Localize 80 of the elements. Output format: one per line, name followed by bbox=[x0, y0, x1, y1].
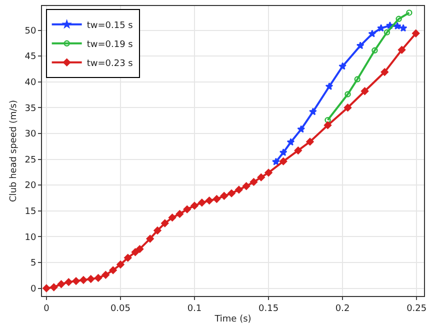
point bbox=[272, 158, 280, 166]
x-tick-label: 0 bbox=[44, 304, 50, 314]
point bbox=[198, 198, 206, 206]
point bbox=[102, 270, 110, 279]
point bbox=[176, 210, 184, 218]
y-tick-label: 25 bbox=[24, 155, 36, 166]
x-axis-title: Time (s) bbox=[214, 314, 252, 325]
y-tick-label: 15 bbox=[24, 207, 36, 218]
x-tick-label: 0.2 bbox=[335, 304, 350, 314]
point bbox=[205, 196, 214, 204]
legend-label: tw=0.23 s bbox=[86, 58, 134, 69]
point bbox=[325, 82, 334, 90]
point bbox=[297, 125, 306, 133]
point bbox=[87, 275, 95, 283]
point bbox=[42, 284, 50, 292]
point bbox=[344, 104, 352, 112]
y-axis-title: Club head speed (m/s) bbox=[9, 100, 20, 202]
point bbox=[279, 148, 288, 156]
point bbox=[324, 121, 332, 130]
point bbox=[80, 276, 88, 284]
point bbox=[116, 260, 124, 268]
point bbox=[190, 202, 198, 210]
point bbox=[72, 277, 80, 285]
point bbox=[212, 195, 221, 203]
point bbox=[412, 30, 420, 38]
point bbox=[109, 266, 117, 274]
point bbox=[338, 62, 346, 70]
y-tick-label: 20 bbox=[24, 181, 36, 192]
point bbox=[57, 280, 66, 288]
point bbox=[50, 283, 58, 292]
y-tick-label: 35 bbox=[24, 104, 36, 114]
point bbox=[250, 178, 258, 186]
point bbox=[161, 219, 169, 228]
point bbox=[228, 189, 236, 198]
point bbox=[235, 186, 243, 194]
point bbox=[242, 182, 250, 190]
y-tick-label: 30 bbox=[24, 130, 36, 140]
point bbox=[324, 116, 331, 124]
point bbox=[372, 47, 378, 54]
point bbox=[294, 146, 302, 154]
point bbox=[398, 46, 406, 54]
point bbox=[360, 87, 369, 95]
y-tick-label: 40 bbox=[24, 78, 36, 88]
point bbox=[154, 226, 162, 234]
point bbox=[377, 24, 385, 32]
point bbox=[344, 91, 351, 98]
point bbox=[136, 245, 144, 253]
point bbox=[380, 68, 388, 76]
x-tick-label: 0.15 bbox=[258, 304, 279, 314]
point bbox=[306, 138, 314, 146]
point bbox=[124, 254, 132, 262]
point bbox=[279, 157, 288, 166]
point bbox=[131, 248, 140, 256]
point bbox=[146, 234, 154, 243]
point bbox=[168, 214, 176, 222]
y-tick-label: 0 bbox=[30, 284, 36, 294]
point bbox=[94, 274, 102, 282]
point bbox=[220, 192, 228, 200]
y-tick-label: 45 bbox=[24, 52, 36, 62]
y-tick-label: 50 bbox=[24, 26, 36, 36]
point bbox=[399, 24, 408, 32]
point bbox=[257, 173, 265, 182]
point bbox=[264, 168, 272, 177]
x-tick-label: 0.25 bbox=[406, 304, 427, 314]
x-tick-label: 0.05 bbox=[110, 304, 130, 314]
x-tick-label: 0.1 bbox=[187, 304, 202, 314]
point bbox=[356, 42, 364, 50]
y-tick-label: 10 bbox=[24, 232, 36, 243]
point bbox=[64, 278, 72, 286]
legend-label: tw=0.15 s bbox=[86, 20, 134, 31]
legend-label: tw=0.19 s bbox=[86, 40, 134, 50]
point bbox=[286, 138, 295, 146]
point bbox=[183, 205, 191, 214]
point bbox=[354, 76, 360, 82]
point bbox=[384, 29, 390, 36]
point bbox=[309, 108, 317, 116]
y-tick-label: 5 bbox=[30, 258, 36, 269]
point bbox=[368, 30, 376, 38]
point bbox=[406, 10, 412, 16]
point bbox=[396, 16, 402, 22]
